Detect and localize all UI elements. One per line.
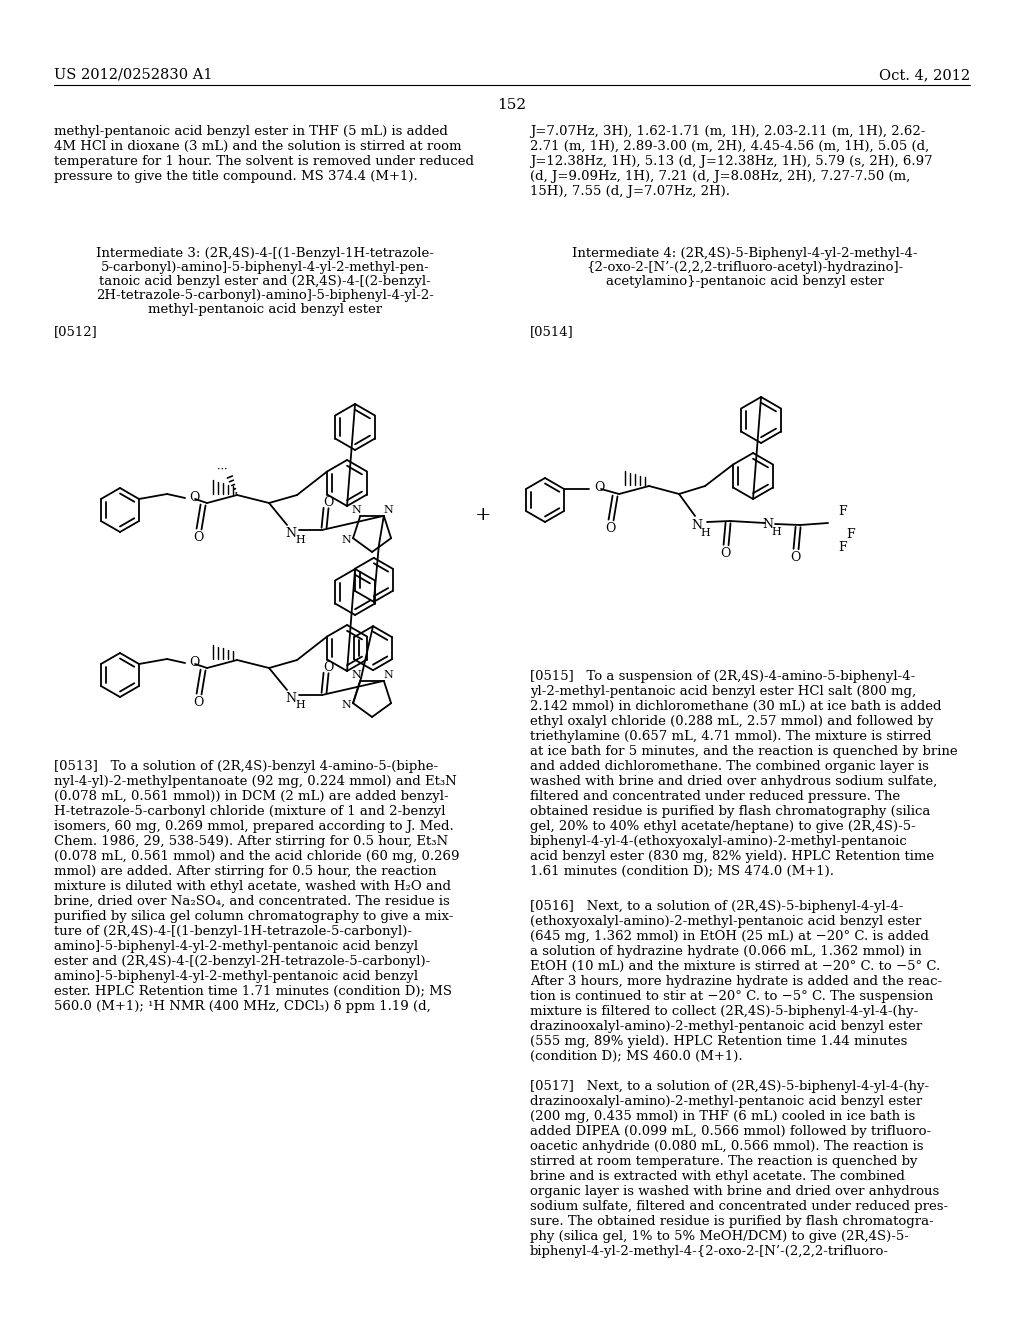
Text: N: N xyxy=(341,536,351,545)
Text: N: N xyxy=(383,506,393,515)
Text: N: N xyxy=(351,671,361,680)
Text: [0513]   To a solution of (2R,4S)-benzyl 4-amino-5-(biphe-
nyl-4-yl)-2-methylpen: [0513] To a solution of (2R,4S)-benzyl 4… xyxy=(54,760,460,1012)
Text: H: H xyxy=(771,527,781,537)
Text: H: H xyxy=(295,535,305,545)
Text: US 2012/0252830 A1: US 2012/0252830 A1 xyxy=(54,69,213,82)
Text: N: N xyxy=(341,701,351,710)
Text: acetylamino}-pentanoic acid benzyl ester: acetylamino}-pentanoic acid benzyl ester xyxy=(606,275,884,288)
Text: 2H-tetrazole-5-carbonyl)-amino]-5-biphenyl-4-yl-2-: 2H-tetrazole-5-carbonyl)-amino]-5-biphen… xyxy=(96,289,434,302)
Text: O: O xyxy=(194,696,204,709)
Text: F: F xyxy=(846,528,855,541)
Text: methyl-pentanoic acid benzyl ester in THF (5 mL) is added
4M HCl in dioxane (3 m: methyl-pentanoic acid benzyl ester in TH… xyxy=(54,125,474,183)
Text: +: + xyxy=(475,506,492,524)
Text: O: O xyxy=(194,531,204,544)
Text: N: N xyxy=(383,671,393,680)
Text: [0516]   Next, to a solution of (2R,4S)-5-biphenyl-4-yl-4-
(ethoxyoxalyl-amino)-: [0516] Next, to a solution of (2R,4S)-5-… xyxy=(530,900,942,1063)
Text: Intermediate 3: (2R,4S)-4-[(1-Benzyl-1H-tetrazole-: Intermediate 3: (2R,4S)-4-[(1-Benzyl-1H-… xyxy=(96,247,434,260)
Text: O: O xyxy=(189,491,200,504)
Text: F: F xyxy=(838,506,847,517)
Text: O: O xyxy=(323,661,334,675)
Text: O: O xyxy=(720,546,730,560)
Text: N: N xyxy=(762,517,773,531)
Text: [0514]: [0514] xyxy=(530,325,573,338)
Text: O: O xyxy=(791,550,801,564)
Text: tanoic acid benzyl ester and (2R,4S)-4-[(2-benzyl-: tanoic acid benzyl ester and (2R,4S)-4-[… xyxy=(99,275,431,288)
Text: 5-carbonyl)-amino]-5-biphenyl-4-yl-2-methyl-pen-: 5-carbonyl)-amino]-5-biphenyl-4-yl-2-met… xyxy=(100,261,429,275)
Text: [0517]   Next, to a solution of (2R,4S)-5-biphenyl-4-yl-4-(hy-
drazinooxalyl-ami: [0517] Next, to a solution of (2R,4S)-5-… xyxy=(530,1080,948,1258)
Text: O: O xyxy=(594,480,604,494)
Text: H: H xyxy=(700,528,710,539)
Text: Oct. 4, 2012: Oct. 4, 2012 xyxy=(879,69,970,82)
Text: {2-oxo-2-[N’-(2,2,2-trifluoro-acetyl)-hydrazino]-: {2-oxo-2-[N’-(2,2,2-trifluoro-acetyl)-hy… xyxy=(587,261,903,275)
Text: J=7.07Hz, 3H), 1.62-1.71 (m, 1H), 2.03-2.11 (m, 1H), 2.62-
2.71 (m, 1H), 2.89-3.: J=7.07Hz, 3H), 1.62-1.71 (m, 1H), 2.03-2… xyxy=(530,125,933,198)
Text: O: O xyxy=(323,496,334,510)
Text: Intermediate 4: (2R,4S)-5-Biphenyl-4-yl-2-methyl-4-: Intermediate 4: (2R,4S)-5-Biphenyl-4-yl-… xyxy=(572,247,918,260)
Text: N: N xyxy=(285,692,296,705)
Text: H: H xyxy=(295,700,305,710)
Text: ···: ··· xyxy=(217,465,227,475)
Text: N: N xyxy=(285,527,296,540)
Text: O: O xyxy=(605,521,615,535)
Text: [0515]   To a suspension of (2R,4S)-4-amino-5-biphenyl-4-
yl-2-methyl-pentanoic : [0515] To a suspension of (2R,4S)-4-amin… xyxy=(530,671,957,878)
Text: O: O xyxy=(189,656,200,669)
Text: N: N xyxy=(691,519,702,532)
Text: N: N xyxy=(351,506,361,515)
Text: methyl-pentanoic acid benzyl ester: methyl-pentanoic acid benzyl ester xyxy=(147,304,382,315)
Text: F: F xyxy=(838,541,847,554)
Text: [0512]: [0512] xyxy=(54,325,97,338)
Text: 152: 152 xyxy=(498,98,526,112)
